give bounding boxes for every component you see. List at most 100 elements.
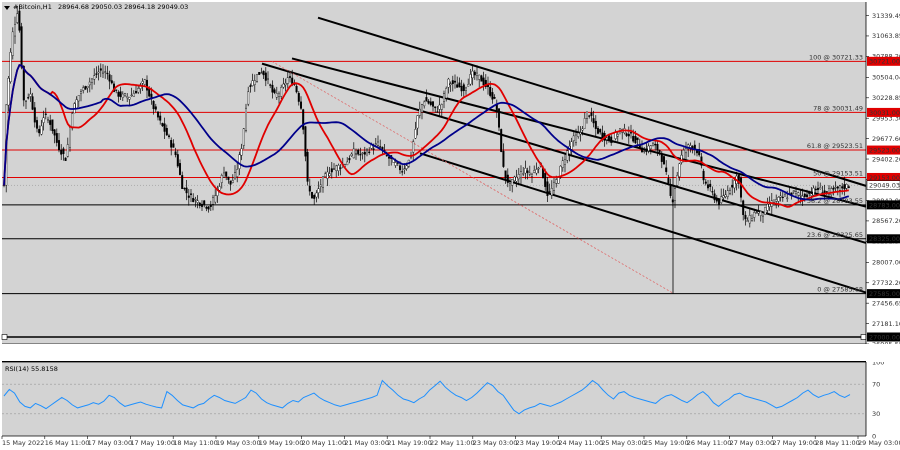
candle-body	[520, 171, 523, 178]
fib-price-tag-label: 28783.00	[869, 201, 900, 209]
candle-body	[379, 146, 382, 148]
candle-body	[577, 132, 580, 137]
candle-body	[786, 197, 789, 200]
candle-body	[79, 91, 82, 94]
time-tick-label: 18 May 11:00	[173, 439, 218, 447]
panel-separator	[0, 344, 900, 362]
bottom-level-handle-left	[1, 334, 8, 340]
candle-body	[152, 100, 155, 110]
candle-body	[766, 204, 769, 211]
candle-body	[429, 101, 432, 105]
fib-price-tag	[867, 234, 900, 244]
candle-body	[77, 95, 80, 102]
candle-body	[311, 192, 314, 199]
candle-body	[823, 190, 826, 193]
candle-body	[462, 84, 465, 92]
candle-body	[357, 149, 360, 155]
candle-body	[313, 195, 316, 199]
candle-body	[808, 192, 811, 194]
candle-body	[385, 154, 388, 157]
candle-body	[590, 112, 593, 116]
candle-body	[443, 93, 446, 102]
candle-body	[707, 184, 710, 189]
candle-body	[165, 128, 168, 136]
candle-body	[550, 188, 553, 196]
candle-body	[64, 157, 67, 161]
candle-body	[729, 189, 732, 194]
candle-body	[278, 93, 281, 97]
price-tick-label: 30504.04	[872, 74, 900, 82]
candle-body	[352, 148, 355, 159]
candle-body	[242, 128, 245, 146]
fib-price-tag-label: 29153.00	[869, 174, 900, 182]
price-tick-label: 28567.20	[872, 217, 900, 225]
candle-body	[134, 90, 137, 94]
candle-body	[95, 73, 98, 75]
candle-body	[740, 177, 743, 198]
candle-body	[775, 199, 778, 202]
chart-title: #Bitcoin,H1	[13, 3, 52, 11]
candle-body	[33, 107, 36, 123]
candle-body	[733, 180, 736, 189]
price-tick-label: 27456.65	[872, 299, 900, 307]
candle-body	[792, 190, 795, 193]
candle-body	[119, 91, 122, 97]
candle-body	[451, 80, 454, 84]
candle-body	[691, 146, 694, 149]
candle-body	[269, 84, 272, 86]
candle-body	[308, 185, 311, 192]
candle-body	[742, 200, 745, 216]
candle-body	[16, 13, 19, 23]
price-tick-label: 30228.85	[872, 94, 900, 102]
candle-body	[176, 154, 179, 167]
rsi-tick-label: 100	[872, 358, 884, 366]
fib-price-tag	[867, 200, 900, 210]
candle-body	[275, 93, 278, 98]
candle-body	[128, 97, 131, 100]
candle-body	[53, 129, 56, 136]
candle-body	[436, 111, 439, 113]
candle-body	[517, 174, 520, 180]
candle-body	[280, 87, 283, 97]
candle-body	[616, 134, 619, 137]
candle-body	[49, 120, 52, 125]
candle-body	[60, 149, 63, 155]
candle-body	[62, 148, 65, 155]
candle-body	[722, 195, 725, 199]
candle-body	[535, 169, 538, 174]
time-tick-label: 25 May 03:00	[601, 439, 646, 447]
candle-body	[489, 87, 492, 96]
dropdown-triangle-icon[interactable]	[4, 6, 10, 10]
candle-body	[335, 165, 338, 171]
candle-body	[814, 188, 817, 191]
candle-body	[174, 151, 177, 156]
candle-body	[264, 72, 267, 81]
candle-body	[830, 188, 833, 196]
time-tick-label: 27 May 19:00	[772, 439, 817, 447]
current-price-label: 29049.03	[869, 182, 900, 190]
candle-body	[656, 144, 659, 151]
candle-body	[557, 177, 560, 184]
candle-body	[676, 175, 679, 186]
price-tick-label: 29677.60	[872, 135, 900, 143]
candle-body	[304, 126, 307, 157]
candle-body	[478, 74, 481, 80]
candle-body	[333, 168, 336, 170]
candle-body	[652, 143, 655, 147]
candle-body	[803, 193, 806, 197]
candle-body	[432, 101, 435, 107]
candle-body	[93, 75, 96, 80]
rsi-tick-label: 0	[872, 432, 876, 440]
candle-body	[337, 165, 340, 171]
candle-body	[454, 80, 457, 83]
candle-body	[473, 71, 476, 76]
candle-body	[399, 165, 402, 171]
candle-body	[704, 181, 707, 184]
candle-body	[465, 87, 468, 91]
candle-body	[845, 184, 848, 189]
candle-body	[286, 77, 289, 84]
candle-body	[97, 71, 100, 74]
candle-body	[836, 186, 839, 189]
candle-body	[801, 195, 804, 199]
moving-average-lines	[3, 64, 850, 208]
